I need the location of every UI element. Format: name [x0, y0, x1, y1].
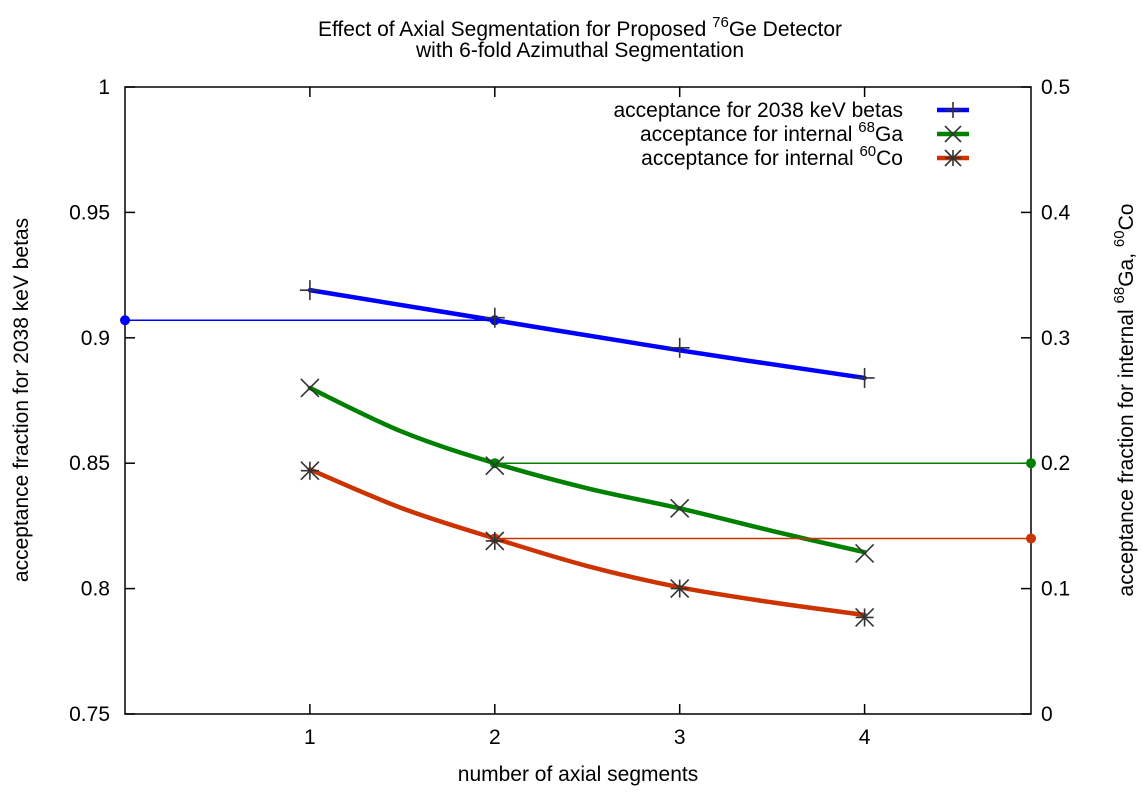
marker-stroke: [670, 498, 690, 518]
fit-line: [307, 467, 867, 618]
reference-axis-dot: [1026, 458, 1036, 469]
y2-tick-label: 0.1: [1041, 578, 1070, 601]
tick-labels: 1 2 3 4 0.75 0.8 0.85 0.9 0.95 1 0 0.1 0.2 0.3 0.4 0.5: [69, 76, 1070, 749]
axis-ticks: [125, 86, 1031, 715]
x-tick-label: 2: [489, 726, 501, 749]
marker-stroke: [300, 378, 320, 398]
marker-stroke: [485, 456, 505, 476]
marker-stroke: [944, 149, 962, 167]
fit-line: [307, 385, 867, 555]
data-point: [670, 579, 690, 599]
y-tick-label: 0.8: [81, 578, 110, 601]
y2-tick-label: 0.5: [1041, 76, 1070, 99]
legend-label: acceptance for internal 68Ga: [640, 119, 903, 146]
marker-stroke: [855, 543, 875, 564]
data-point: [299, 280, 320, 301]
data-point: [485, 456, 505, 476]
x-tick-label: 4: [859, 726, 871, 749]
data-point: [855, 543, 875, 564]
series-1: [120, 280, 875, 388]
data-point: [854, 367, 875, 388]
y2-tick-label: 0.2: [1041, 452, 1070, 475]
data-point: [670, 498, 690, 518]
marker-stroke: [485, 531, 505, 551]
chart-title-line2: with 6-fold Azimuthal Segmentation: [415, 39, 744, 62]
marker-stroke: [855, 607, 875, 628]
legend-marker: [944, 149, 962, 167]
chart-title-line1: Effect of Axial Segmentation for Propose…: [318, 14, 842, 41]
y-tick-label: 0.85: [69, 452, 110, 475]
y-tick-label: 0.9: [81, 327, 110, 350]
x-tick-label: 3: [674, 726, 686, 749]
reference-axis-dot: [1026, 533, 1036, 544]
x-axis-label: number of axial segments: [458, 763, 698, 786]
marker-stroke: [300, 461, 320, 481]
legend-marker: [945, 102, 961, 118]
y2-tick-label: 0.4: [1041, 201, 1071, 224]
data-point: [300, 378, 320, 398]
y2-axis-label: acceptance fraction for internal 68Ga, 6…: [1111, 204, 1138, 597]
reference-axis-dot: [120, 315, 130, 326]
y-axis-label: acceptance fraction for 2038 keV betas: [10, 218, 33, 582]
marker-stroke: [670, 579, 690, 599]
y-tick-label: 1: [98, 76, 110, 99]
chart-title: Effect of Axial Segmentation for Propose…: [318, 14, 842, 62]
data-point: [855, 607, 875, 628]
legend-marker: [944, 125, 962, 143]
legend: acceptance for 2038 keV betasacceptance …: [613, 99, 969, 170]
data-point: [669, 337, 690, 358]
series-layer: [120, 280, 1036, 628]
y2-tick-label: 0.3: [1041, 327, 1070, 350]
legend-label: acceptance for 2038 keV betas: [613, 99, 903, 122]
series-2: [300, 378, 1036, 564]
data-point: [485, 531, 505, 551]
y2-tick-label: 0: [1041, 703, 1053, 726]
plot-frame: [124, 86, 1032, 715]
data-point: [484, 307, 505, 328]
x-tick-label: 1: [304, 726, 316, 749]
data-point: [300, 461, 320, 481]
y-tick-label: 0.95: [69, 201, 110, 224]
fit-line: [307, 287, 867, 381]
legend-label: acceptance for internal 60Co: [641, 143, 903, 170]
marker-stroke: [944, 125, 962, 143]
series-3: [300, 461, 1036, 628]
y-tick-label: 0.75: [69, 703, 110, 726]
